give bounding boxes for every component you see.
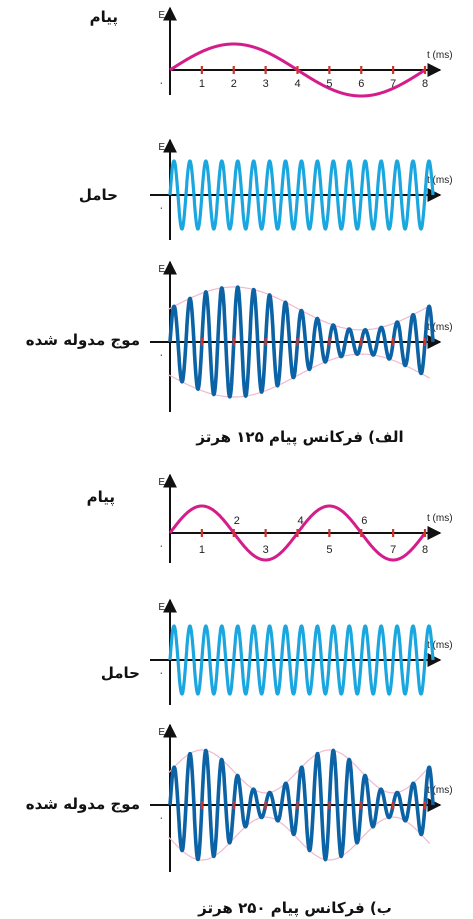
tick-label: 4: [297, 515, 303, 527]
label-message-a: پیام: [90, 8, 118, 27]
y-axis-label: E: [158, 727, 165, 738]
plot-message-a: Et (ms) ۰ 1 2 3 4 5 6 7 8: [158, 8, 452, 96]
tick-label: 1: [199, 544, 205, 556]
origin-label: ۰: [159, 541, 164, 552]
envelope-lower: [168, 354, 429, 397]
label-modulated-a: موج مدوله شده: [26, 331, 140, 349]
y-axis-label: E: [158, 10, 165, 21]
plot-carrier-a: Et (ms)۰: [150, 140, 453, 240]
tick-label: 8: [422, 544, 428, 556]
tick-label: 4: [294, 78, 300, 90]
tick-label: 2: [231, 78, 237, 90]
label-carrier-a: حامل: [79, 186, 118, 204]
envelope-lower: [168, 817, 429, 860]
caption-a: الف) فرکانس پیام ۱۲۵ هرتز: [195, 428, 403, 447]
y-axis-label: E: [158, 477, 165, 488]
plot-carrier-b: Et (ms)۰: [150, 600, 453, 705]
tick-label: 1: [199, 78, 205, 90]
tick-label: 6: [361, 515, 367, 527]
label-message-b: پیام: [87, 488, 115, 507]
origin-label: ۰: [159, 78, 164, 89]
origin-label: ۰: [159, 813, 164, 824]
tick-label: 5: [326, 544, 332, 556]
tick-label: 5: [326, 78, 332, 90]
origin-label: ۰: [159, 668, 164, 679]
tick-label: 6: [358, 78, 364, 90]
plot-modulated-a: Et (ms)۰: [150, 262, 453, 412]
label-carrier-b: حامل: [101, 664, 140, 682]
tick-label: 7: [390, 78, 396, 90]
tick-label: 7: [390, 544, 396, 556]
label-modulated-b: موج مدوله شده: [26, 795, 140, 813]
plot-modulated-b: Et (ms)۰: [150, 725, 453, 872]
x-axis-label: t (ms): [427, 513, 453, 524]
tick-label: 3: [263, 78, 269, 90]
y-axis-label: E: [158, 602, 165, 613]
y-axis-label: E: [158, 264, 165, 275]
y-axis-label: E: [158, 142, 165, 153]
caption-b: ب) فرکانس پیام ۲۵۰ هرتز: [197, 899, 392, 918]
plot-message-b: Et (ms) ۰ 1 2 3 4 5 6 7 8: [158, 475, 452, 563]
origin-label: ۰: [159, 203, 164, 214]
tick-label: 8: [422, 78, 428, 90]
origin-label: ۰: [159, 350, 164, 361]
tick-label: 3: [263, 544, 269, 556]
tick-label: 2: [234, 515, 240, 527]
x-axis-label: t (ms): [427, 50, 453, 61]
